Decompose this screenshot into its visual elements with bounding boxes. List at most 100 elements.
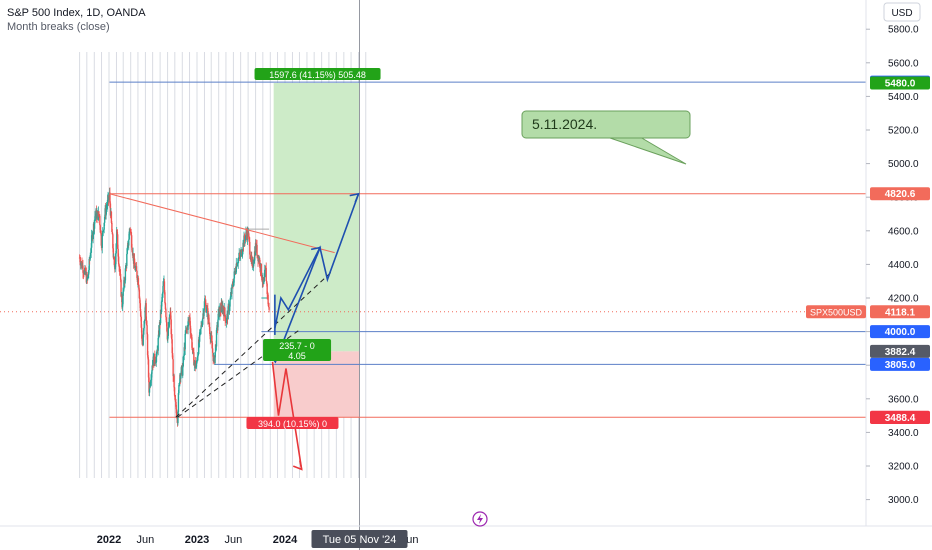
candle-body — [201, 318, 204, 326]
candle-body — [256, 244, 258, 256]
candle-body — [126, 247, 129, 254]
candle-body — [105, 209, 107, 216]
crosshair-date-label: Tue 05 Nov '24 — [323, 534, 397, 546]
candle-body — [106, 199, 109, 207]
candle-body — [178, 382, 181, 386]
candle-body — [143, 320, 145, 329]
crosshair-date-bg — [311, 530, 408, 548]
price-label-text: 3882.4 — [885, 347, 916, 358]
x-tick-label: 2023 — [185, 534, 209, 546]
candle-body — [219, 307, 222, 312]
candle-body — [123, 280, 125, 290]
candle-body — [111, 231, 114, 235]
candle-body — [103, 222, 105, 230]
candle-body — [133, 258, 136, 266]
chart-header: S&P 500 Index, 1D, OANDA Month breaks (c… — [7, 6, 146, 34]
callout-pointer — [609, 136, 687, 165]
candle-body — [116, 229, 118, 235]
candle-body — [115, 253, 117, 265]
candle-body — [171, 353, 174, 360]
candle-body — [182, 366, 184, 376]
candle-body — [100, 232, 102, 234]
candle-body — [194, 360, 197, 369]
candle-body — [243, 235, 246, 239]
candle-body — [241, 254, 243, 256]
candle-body — [156, 351, 158, 357]
candle-body — [164, 303, 167, 310]
candle-body — [119, 273, 122, 280]
candle-body — [180, 373, 182, 379]
candle-body — [261, 276, 263, 281]
candle-body — [117, 248, 119, 257]
stop-label-text: 394.0 (10.15%) 0 — [258, 419, 327, 429]
candle-body — [264, 266, 266, 270]
candle-body — [197, 339, 200, 354]
candle-body — [98, 211, 100, 216]
price-label-text: 3805.0 — [885, 360, 916, 371]
price-label-text: 4820.6 — [885, 189, 916, 200]
candle-body — [168, 317, 170, 327]
candle-body — [196, 361, 198, 364]
candle-body — [139, 298, 141, 304]
candle-body — [142, 344, 144, 346]
candle-body — [233, 271, 236, 279]
candle-body — [244, 236, 247, 241]
candle-body — [263, 281, 265, 284]
candle-body — [260, 263, 263, 277]
y-tick-label: 4200.0 — [888, 294, 919, 305]
candle-body — [124, 268, 127, 281]
loss-zone — [273, 351, 360, 418]
candle-body — [101, 234, 103, 248]
candle-body — [162, 286, 164, 294]
candle-body — [128, 239, 130, 246]
candle-body — [235, 272, 237, 274]
candle-body — [227, 306, 229, 320]
candle-body — [134, 265, 136, 271]
candle-body — [201, 325, 203, 327]
candle-body — [200, 325, 202, 329]
x-tick-label: Jun — [137, 534, 155, 546]
candle-body — [221, 303, 223, 306]
candle-body — [142, 334, 144, 345]
symbol-label-text: SPX500USD — [810, 307, 863, 317]
candle-body — [214, 344, 217, 353]
candle-body — [184, 333, 186, 350]
candle-body — [217, 319, 219, 328]
candle-body — [253, 260, 255, 264]
candle-body — [82, 272, 85, 274]
price-label-bg — [870, 305, 930, 319]
candle-body — [119, 271, 121, 274]
candle-body — [97, 211, 100, 221]
candle-body — [195, 367, 197, 369]
candle-body — [210, 337, 212, 340]
y-tick-label: 3600.0 — [888, 394, 919, 405]
candle-body — [122, 289, 125, 292]
candle-body — [143, 328, 145, 335]
candle-body — [124, 280, 126, 283]
candle-body — [167, 327, 170, 336]
candle-body — [88, 258, 90, 271]
candle-body — [203, 309, 205, 316]
stop-label-bg — [246, 417, 339, 429]
candle-body — [185, 328, 188, 330]
candle-body — [219, 307, 221, 317]
candle-body — [177, 393, 180, 413]
candle-body — [193, 352, 195, 366]
candle-body — [129, 230, 132, 232]
candle-body — [174, 395, 176, 400]
candle-body — [160, 301, 163, 313]
y-tick-label: 5800.0 — [888, 25, 919, 36]
y-tick-label: 3400.0 — [888, 428, 919, 439]
candle-body — [185, 328, 187, 332]
projection-alt-arrowhead — [310, 246, 322, 257]
candle-body — [238, 257, 240, 259]
candle-body — [145, 303, 147, 321]
candle-body — [249, 241, 251, 255]
target-label-bg — [254, 68, 381, 80]
candle-body — [87, 274, 89, 277]
price-label-bg — [870, 325, 930, 339]
candle-body — [99, 215, 101, 226]
candle-body — [198, 332, 201, 342]
candle-body — [140, 311, 142, 317]
